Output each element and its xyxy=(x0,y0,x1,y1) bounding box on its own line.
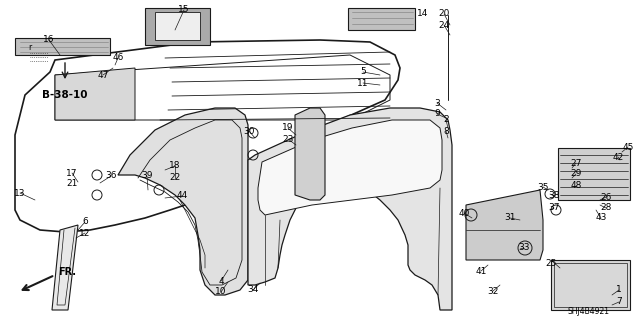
Text: 33: 33 xyxy=(518,243,530,253)
Text: 2: 2 xyxy=(443,115,449,124)
Text: 38: 38 xyxy=(548,191,560,201)
Text: 44: 44 xyxy=(177,191,188,201)
Text: 8: 8 xyxy=(443,127,449,136)
Text: 39: 39 xyxy=(141,172,153,181)
Text: 47: 47 xyxy=(97,70,109,79)
Text: 23: 23 xyxy=(282,135,294,144)
Polygon shape xyxy=(118,108,248,295)
Text: 28: 28 xyxy=(600,204,612,212)
Text: 18: 18 xyxy=(169,161,180,170)
Text: 41: 41 xyxy=(476,266,486,276)
Text: 45: 45 xyxy=(622,143,634,152)
Text: 35: 35 xyxy=(537,182,548,191)
Polygon shape xyxy=(155,12,200,40)
Text: 36: 36 xyxy=(105,172,116,181)
Text: 46: 46 xyxy=(112,54,124,63)
Polygon shape xyxy=(52,225,78,310)
Text: 26: 26 xyxy=(600,192,612,202)
Text: 22: 22 xyxy=(170,173,180,182)
Polygon shape xyxy=(55,68,135,120)
Polygon shape xyxy=(258,120,442,215)
Text: 48: 48 xyxy=(570,182,582,190)
Text: 17: 17 xyxy=(67,168,77,177)
Text: 21: 21 xyxy=(67,180,77,189)
Text: 6: 6 xyxy=(82,218,88,226)
Text: 43: 43 xyxy=(595,213,607,222)
Text: 15: 15 xyxy=(179,5,189,14)
Text: 37: 37 xyxy=(548,204,560,212)
Text: 10: 10 xyxy=(215,287,227,296)
Text: 29: 29 xyxy=(570,169,582,179)
Polygon shape xyxy=(145,8,210,45)
Text: 11: 11 xyxy=(357,78,369,87)
Text: 42: 42 xyxy=(612,152,623,161)
Text: 7: 7 xyxy=(616,298,622,307)
Polygon shape xyxy=(248,108,452,310)
Text: 32: 32 xyxy=(487,286,499,295)
Text: 1: 1 xyxy=(616,286,622,294)
Text: 20: 20 xyxy=(438,10,450,19)
Polygon shape xyxy=(348,8,415,30)
Text: FR.: FR. xyxy=(58,267,76,277)
Text: 19: 19 xyxy=(282,123,294,132)
Text: 40: 40 xyxy=(458,209,470,218)
Text: 9: 9 xyxy=(434,109,440,118)
Text: 34: 34 xyxy=(247,286,259,294)
Text: 27: 27 xyxy=(570,159,582,167)
Polygon shape xyxy=(558,148,630,200)
Text: 30: 30 xyxy=(243,127,255,136)
Text: SHJ4B4921: SHJ4B4921 xyxy=(568,308,610,316)
Text: 5: 5 xyxy=(360,68,366,77)
Text: 13: 13 xyxy=(14,189,26,197)
Text: 31: 31 xyxy=(504,213,516,222)
Text: 14: 14 xyxy=(417,9,429,18)
Polygon shape xyxy=(551,260,630,310)
Text: B-38-10: B-38-10 xyxy=(42,90,88,100)
Polygon shape xyxy=(15,38,110,55)
Polygon shape xyxy=(295,108,325,200)
Text: 16: 16 xyxy=(44,35,55,44)
Text: 4: 4 xyxy=(218,277,224,286)
Text: 3: 3 xyxy=(434,99,440,108)
Polygon shape xyxy=(466,190,543,260)
Text: r: r xyxy=(28,43,31,53)
Text: 25: 25 xyxy=(545,258,557,268)
Text: 12: 12 xyxy=(79,228,91,238)
Text: 24: 24 xyxy=(438,20,450,29)
